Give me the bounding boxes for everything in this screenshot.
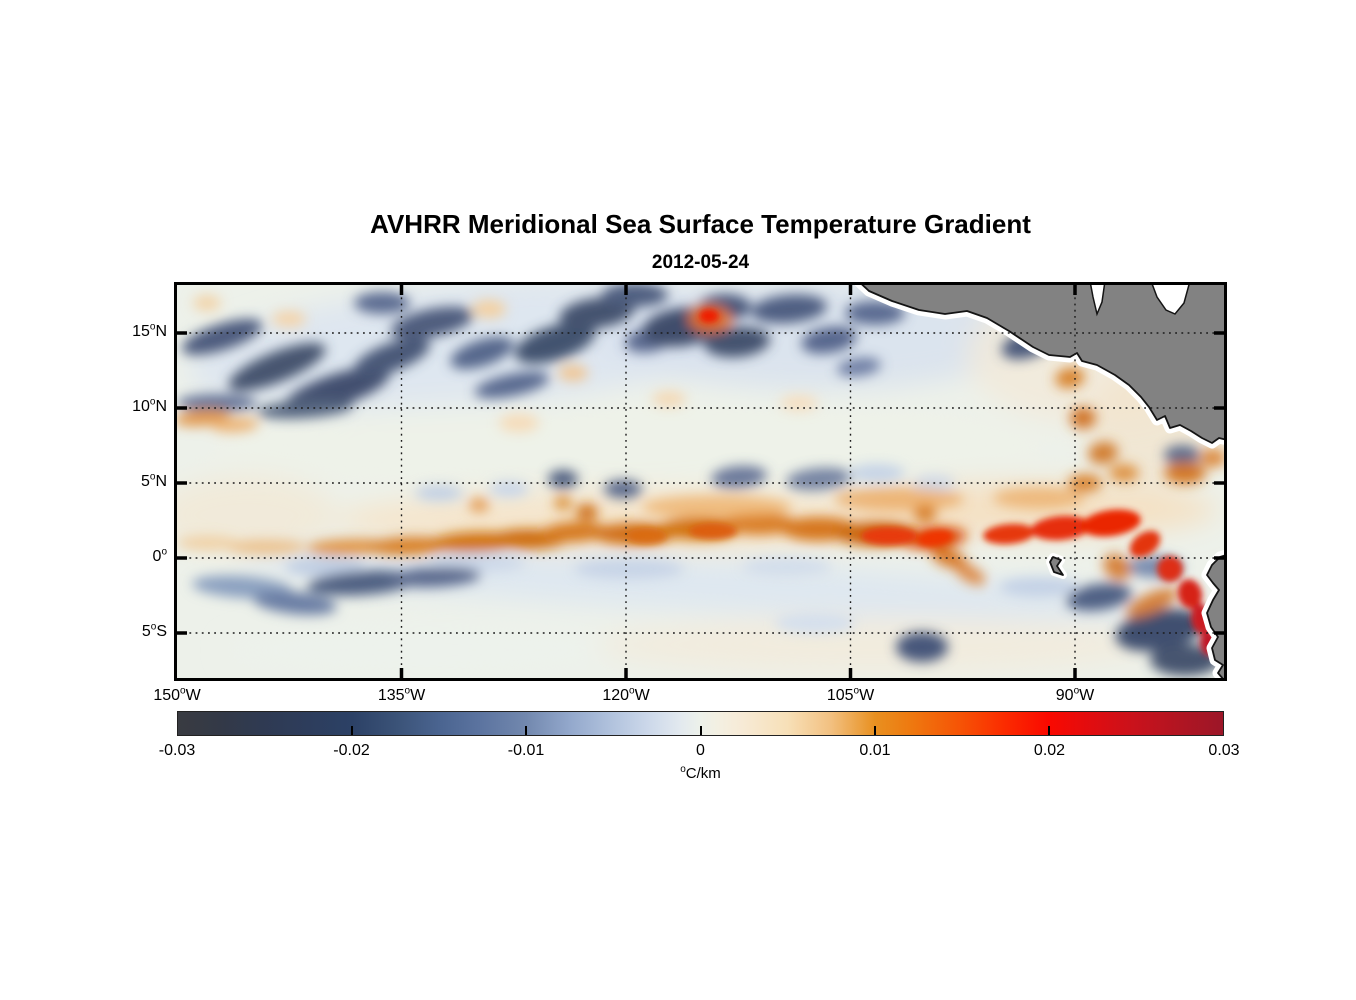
degree-symbol: o: [680, 764, 686, 775]
colorbar-tick-label: -0.01: [507, 742, 545, 759]
colorbar-tick-label: -0.02: [333, 742, 370, 759]
x-tick-label: 105oW: [826, 685, 875, 704]
y-tick-label: 5oN: [140, 471, 167, 490]
y-tick-label: 10oN: [132, 396, 167, 415]
y-tick-label: 15oN: [132, 321, 167, 340]
axis-ticks: [177, 285, 1224, 678]
y-tick-label: 5oS: [141, 621, 167, 640]
map-plot-area: [174, 282, 1227, 681]
colorbar-tick: [873, 726, 876, 735]
colorbar: [177, 711, 1224, 736]
central-america: [861, 285, 1224, 444]
chart-title: AVHRR Meridional Sea Surface Temperature…: [370, 209, 1031, 239]
colorbar-tick-label: 0: [696, 742, 705, 759]
colorbar-tick-label: 0.02: [1033, 742, 1066, 759]
colorbar-unit-label: oC/km: [177, 764, 1224, 783]
colorbar-tick-label: 0.03: [1208, 742, 1240, 759]
y-tick-label: 0o: [152, 546, 167, 565]
gridlines: [177, 285, 1224, 678]
caribbean-inlet: [1151, 285, 1190, 315]
colorbar-tick-label: 0.01: [859, 742, 891, 759]
colorbar-tick: [351, 726, 354, 735]
south-america-coast: [1206, 554, 1224, 678]
colorbar-tick-label: -0.03: [158, 742, 196, 759]
colorbar-unit-text: C/km: [685, 765, 721, 782]
colorbar-tick: [1047, 726, 1050, 735]
colorbar-tick: [525, 726, 528, 735]
x-tick-label: 150oW: [153, 685, 201, 704]
gulf-of-honduras: [1089, 285, 1106, 317]
colorbar-tick: [699, 726, 702, 735]
chart-subtitle: 2012-05-24: [651, 252, 750, 273]
sst-gradient-heatmap: [177, 285, 1224, 678]
x-tick-label: 135oW: [377, 685, 426, 704]
x-tick-label: 90oW: [1055, 685, 1095, 704]
x-tick-label: 120oW: [602, 685, 650, 704]
galapagos-island: [1049, 556, 1064, 576]
